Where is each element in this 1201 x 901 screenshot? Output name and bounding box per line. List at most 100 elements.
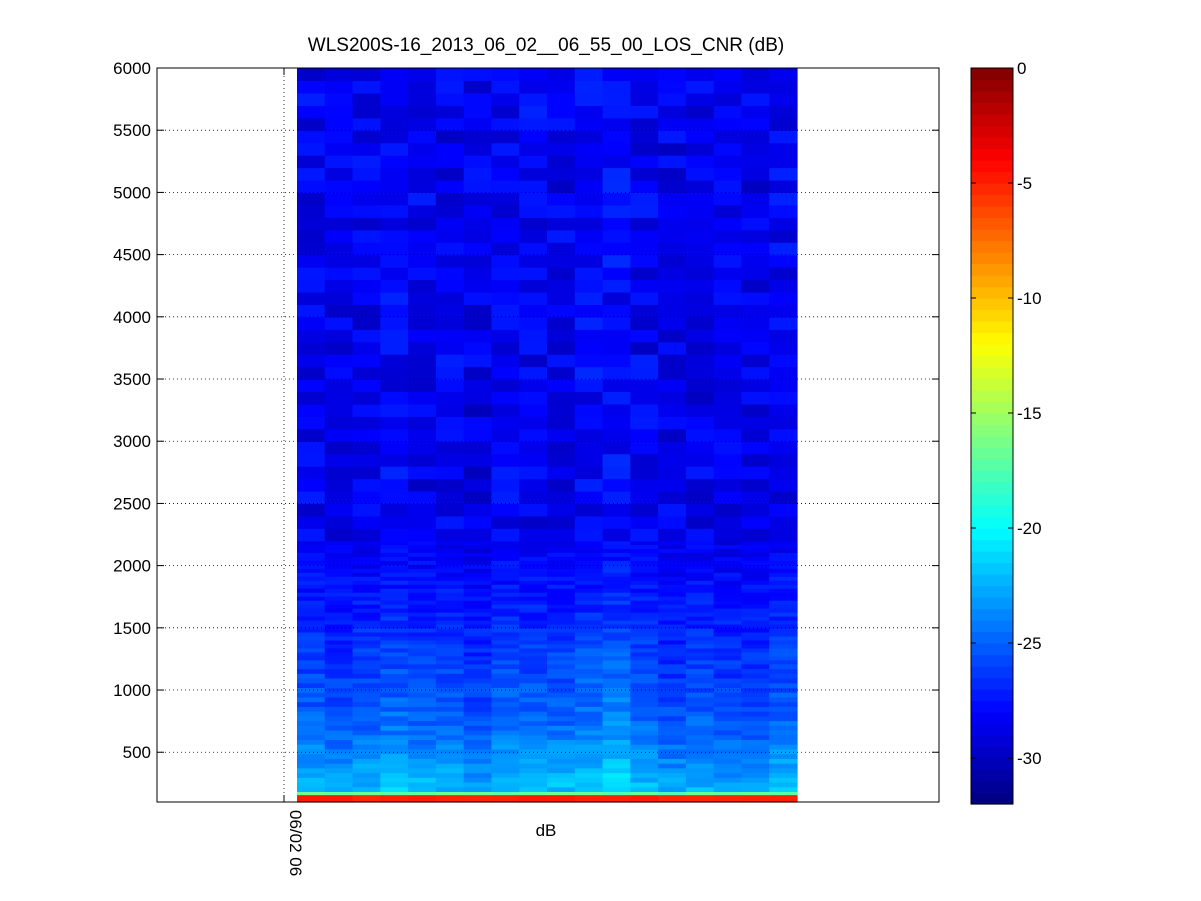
heatmap-cell (769, 572, 798, 577)
heatmap-cell (658, 711, 687, 717)
heatmap-cell (491, 673, 520, 679)
heatmap-cell (713, 105, 743, 119)
heatmap-cell (769, 403, 798, 417)
heatmap-cell (491, 663, 520, 670)
heatmap-cell (769, 267, 798, 281)
heatmap-cell (713, 291, 743, 305)
heatmap-cell (547, 608, 576, 613)
heatmap-cell (463, 706, 493, 712)
heatmap-cell (408, 711, 437, 717)
colorbar-tick-label: -25 (1017, 634, 1042, 653)
heatmap-cell (435, 466, 465, 480)
heatmap-cell (602, 217, 631, 231)
heatmap-cell (713, 192, 743, 206)
heatmap-cell (685, 254, 715, 268)
heatmap-cell (352, 117, 381, 131)
heatmap-cell (658, 267, 687, 281)
heatmap-cell (630, 623, 659, 629)
heatmap-cell (574, 556, 604, 561)
heatmap-cell (380, 677, 409, 684)
heatmap-cell (574, 729, 604, 736)
heatmap-cell (630, 682, 659, 689)
heatmap-cell (630, 105, 659, 119)
heatmap-cell (630, 117, 659, 131)
colorbar-segment (971, 746, 1013, 759)
heatmap-cell (547, 616, 576, 621)
heatmap-cell (463, 592, 493, 597)
heatmap-cell (324, 556, 354, 561)
heatmap-cell (408, 229, 437, 243)
heatmap-cell (741, 720, 770, 726)
heatmap-cell (685, 490, 715, 505)
heatmap-cell (574, 366, 604, 380)
heatmap-cell (685, 80, 715, 94)
heatmap-cell (685, 623, 715, 629)
heatmap-cell (408, 544, 437, 549)
heatmap-cell (630, 568, 659, 573)
heatmap-cell (658, 453, 687, 467)
heatmap-cell (297, 490, 326, 505)
heatmap-cell (769, 130, 798, 144)
heatmap-cell (630, 548, 659, 553)
heatmap-cell (547, 568, 576, 573)
heatmap-cell (324, 428, 354, 442)
heatmap-cell (574, 794, 604, 803)
heatmap-cell (630, 711, 659, 717)
heatmap-cell (297, 105, 326, 119)
heatmap-cell (574, 576, 604, 581)
heatmap-cell (297, 540, 326, 545)
heatmap-cell (297, 130, 326, 144)
heatmap-cell (602, 540, 631, 545)
heatmap-cell (574, 552, 604, 557)
heatmap-cell (547, 130, 576, 144)
heatmap-cell (769, 192, 798, 206)
colorbar-segment (971, 643, 1013, 656)
heatmap-cell (658, 503, 687, 517)
heatmap-cell (547, 441, 576, 455)
heatmap-cell (297, 592, 326, 597)
heatmap-cell (324, 242, 354, 256)
heatmap-cell (463, 659, 493, 665)
heatmap-cell (602, 560, 631, 565)
heatmap-cell (685, 478, 715, 492)
heatmap-cell (463, 105, 493, 119)
heatmap-cell (324, 391, 354, 405)
heatmap-cell (574, 167, 604, 181)
heatmap-cell (658, 616, 687, 621)
heatmap-cell (408, 204, 437, 218)
heatmap-cell (380, 580, 409, 585)
heatmap-cell (602, 291, 631, 305)
heatmap-cell (463, 217, 493, 231)
heatmap-cell (324, 403, 354, 417)
heatmap-cell (713, 706, 743, 712)
heatmap-cell (352, 204, 381, 218)
heatmap-cell (380, 528, 409, 542)
heatmap-cell (408, 635, 437, 641)
heatmap-cell (408, 478, 437, 492)
heatmap-cell (324, 651, 354, 657)
heatmap-cell (435, 623, 465, 629)
heatmap-cell (324, 659, 354, 665)
heatmap-cell (408, 490, 437, 505)
heatmap-cell (324, 580, 354, 585)
heatmap-cell (380, 548, 409, 553)
heatmap-cell (713, 725, 743, 731)
heatmap-cell (713, 673, 743, 679)
heatmap-cell (408, 715, 437, 722)
heatmap-cell (519, 130, 548, 144)
heatmap-cell (352, 304, 381, 318)
heatmap-cell (685, 503, 715, 517)
heatmap-cell (685, 552, 715, 557)
colorbar-segment (971, 102, 1013, 115)
heatmap-cell (769, 791, 798, 796)
heatmap-cell (547, 682, 576, 689)
heatmap-cell (769, 279, 798, 293)
heatmap-cell (741, 341, 770, 355)
heatmap-cell (463, 528, 493, 542)
heatmap-cell (435, 772, 465, 778)
heatmap-cell (408, 744, 437, 750)
heatmap-cell (602, 639, 631, 645)
heatmap-cell (463, 503, 493, 517)
heatmap-cell (741, 619, 770, 625)
heatmap-cell (547, 179, 576, 194)
